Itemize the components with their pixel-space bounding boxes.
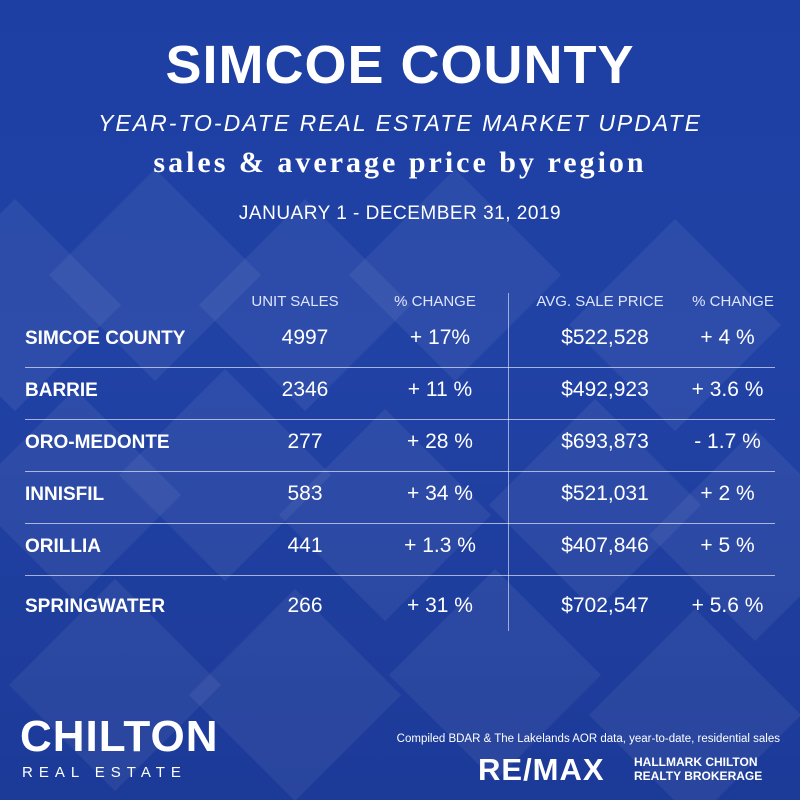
page-tagline: sales & average price by region [153,146,647,179]
column-divider [508,293,509,631]
unit-sales: 4997 [281,326,329,349]
sales-change: + 11 % [407,378,473,401]
table-row: ORILLIA 441 + 1.3 % $407,846 + 5 % [25,524,775,576]
avg-sale-price: $693,873 [561,430,649,453]
table-row: INNISFIL 583 + 34 % $521,031 + 2 % [25,472,775,524]
price-change: + 3.6 % [691,378,764,401]
table-row: ORO-MEDONTE 277 + 28 % $693,873 - 1.7 % [25,420,775,472]
unit-sales: 2346 [281,378,329,401]
avg-sale-price: $702,547 [561,594,649,617]
source-note: Compiled BDAR & The Lakelands AOR data, … [396,733,780,745]
sales-change: + 17% [409,326,471,349]
column-header-avg-price: AVG. SALE PRICE [536,293,664,310]
avg-sale-price: $521,031 [561,482,649,505]
date-range: JANUARY 1 - DECEMBER 31, 2019 [238,203,562,224]
page-subtitle: YEAR-TO-DATE REAL ESTATE MARKET UPDATE [98,110,702,136]
table-row: BARRIE 2346 + 11 % $492,923 + 3.6 % [25,368,775,420]
row-divider [25,575,775,576]
region-name: INNISFIL [25,484,105,505]
price-change: + 4 % [700,326,755,349]
avg-sale-price: $492,923 [561,378,649,401]
row-divider [25,367,775,368]
region-name: BARRIE [25,380,98,401]
unit-sales: 277 [287,430,323,453]
sales-change: + 31 % [407,594,473,617]
sales-change: + 1.3 % [404,534,476,557]
brokerage-name: HALLMARK CHILTON REALTY BROKERAGE [634,755,762,783]
row-divider [25,471,775,472]
region-name: ORO-MEDONTE [25,432,170,453]
brokerage-line-2: REALTY BROKERAGE [634,769,763,783]
row-divider [25,523,775,524]
table-row: SPRINGWATER 266 + 31 % $702,547 + 5.6 % [25,584,775,636]
table-row: SIMCOE COUNTY 4997 + 17% $522,528 + 4 % [25,316,775,368]
unit-sales: 583 [287,482,323,505]
page-title: SIMCOE COUNTY [165,35,635,95]
region-name: ORILLIA [25,536,101,557]
column-header-unit-sales: UNIT SALES [251,293,339,310]
column-header-price-change: % CHANGE [692,293,774,310]
avg-sale-price: $522,528 [561,326,649,349]
brokerage-line-1: HALLMARK CHILTON [634,755,758,769]
unit-sales: 441 [287,534,323,557]
chilton-logo: CHILTON [20,712,219,761]
price-change: + 2 % [700,482,755,505]
column-header-sales-change: % CHANGE [394,293,476,310]
region-name: SPRINGWATER [25,596,166,617]
region-name: SIMCOE COUNTY [25,328,186,349]
remax-logo: RE/MAX [478,752,605,787]
price-change: - 1.7 % [694,430,761,453]
avg-sale-price: $407,846 [561,534,649,557]
price-change: + 5.6 % [691,594,764,617]
sales-change: + 34 % [407,482,473,505]
price-change: + 5 % [700,534,755,557]
row-divider [25,419,775,420]
unit-sales: 266 [287,594,323,617]
chilton-logo-subtitle: REAL ESTATE [22,764,187,781]
sales-change: + 28 % [407,430,473,453]
